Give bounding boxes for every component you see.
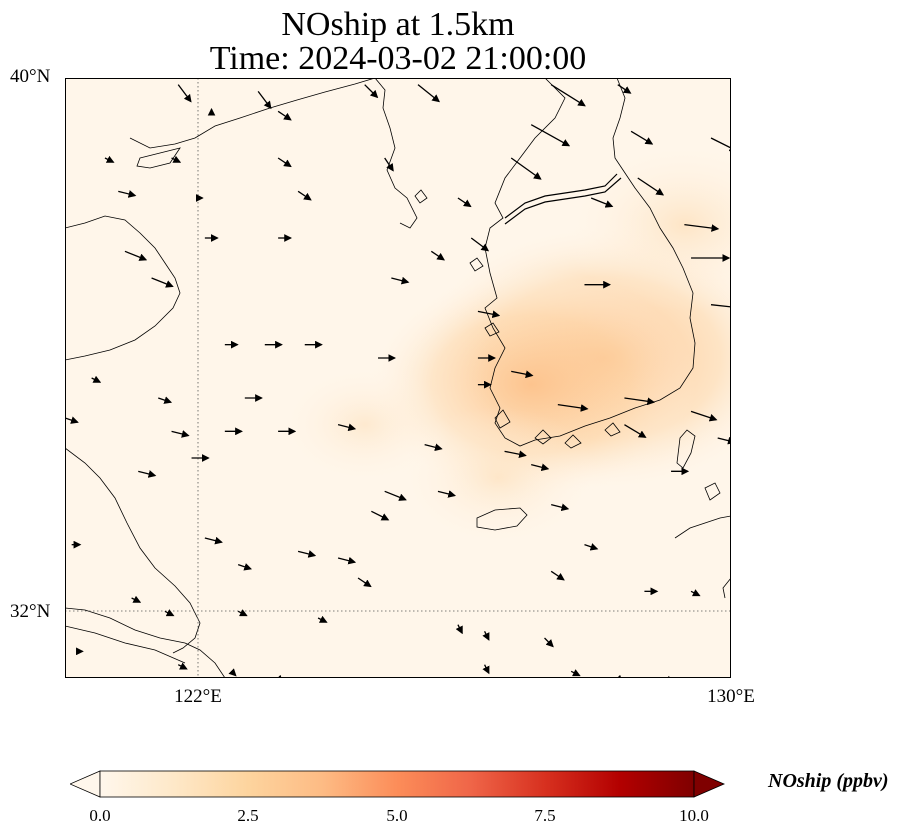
- wind-arrow: [277, 157, 292, 168]
- colorbar-label: NOship (ppbv): [768, 770, 889, 792]
- lat-label-bottom: 32°N: [10, 601, 51, 622]
- wind-arrow: [510, 157, 542, 180]
- wind-arrow: [550, 84, 586, 107]
- colorbar-tick-4: 10.0: [679, 806, 709, 825]
- colorbar-min-extend: [70, 770, 101, 798]
- colorbar-tick-0: 0.0: [89, 806, 111, 825]
- colorbar: [70, 770, 726, 798]
- wind-arrow: [550, 570, 565, 581]
- wind-arrow: [171, 155, 182, 163]
- wind-arrow: [297, 550, 317, 558]
- wind-arrow: [118, 190, 137, 198]
- wind-arrow: [455, 624, 463, 635]
- wind-arrow: [357, 577, 372, 588]
- lon-label-right: 130°E: [707, 686, 755, 707]
- wind-arrow: [151, 277, 174, 288]
- wind-arrow: [317, 615, 328, 623]
- map-title-line1: NOship at 1.5km: [281, 6, 515, 43]
- wind-arrow: [637, 177, 665, 196]
- wind-arrow: [91, 375, 102, 383]
- wind-arrow: [391, 276, 410, 285]
- concentration-hotspot: [561, 138, 731, 311]
- wind-arrow: [530, 124, 571, 147]
- gridlines: [65, 78, 731, 678]
- colorbar-tick-1: 2.5: [237, 806, 259, 825]
- wind-arrow: [158, 396, 173, 404]
- wind-arrow: [228, 668, 237, 677]
- wind-arrow: [237, 563, 252, 571]
- wind-arrow: [504, 450, 527, 459]
- wind-arrow: [124, 250, 148, 261]
- wind-arrow: [131, 595, 142, 603]
- colorbar-tick-2: 5.0: [386, 806, 408, 825]
- wind-arrow: [277, 110, 292, 121]
- wind-arrow: [104, 155, 115, 163]
- colorbar-max-extend: [693, 770, 726, 798]
- wind-arrow: [177, 662, 188, 670]
- wind-arrow: [65, 416, 79, 424]
- wind-arrow: [457, 197, 472, 208]
- concentration-field: [276, 138, 731, 550]
- wind-arrow: [482, 664, 490, 675]
- wind-arrow: [590, 197, 614, 208]
- wind-arrow: [584, 543, 599, 551]
- wind-arrow: [171, 430, 190, 438]
- wind-arrow: [544, 637, 554, 648]
- wind-arrow: [437, 490, 457, 498]
- wind-arrow: [551, 503, 570, 512]
- wind-arrow: [477, 310, 501, 319]
- wind-arrow: [384, 490, 407, 501]
- wind-arrow: [617, 84, 632, 94]
- wind-arrow: [237, 609, 248, 617]
- wind-arrow: [371, 510, 390, 521]
- lat-label-top: 40°N: [10, 66, 51, 87]
- wind-arrow: [364, 84, 379, 99]
- concentration-hotspot: [276, 363, 453, 487]
- wind-arrow: [337, 556, 357, 565]
- wind-arrow: [384, 157, 394, 172]
- wind-arrow: [690, 589, 701, 597]
- lon-label-left: 122°E: [174, 686, 222, 707]
- wind-arrow: [690, 410, 718, 422]
- wind-arrow: [624, 424, 647, 438]
- wind-arrow: [531, 463, 550, 472]
- wind-arrow: [424, 443, 443, 452]
- wind-arrow: [430, 250, 445, 261]
- wind-vectors: [65, 84, 731, 678]
- wind-arrow: [717, 436, 731, 445]
- wind-arrow: [297, 190, 312, 201]
- wind-arrow: [684, 224, 720, 232]
- wind-arrow: [557, 404, 589, 412]
- colorbar-gradient: [99, 770, 695, 798]
- wind-arrow: [511, 370, 534, 379]
- wind-arrow: [164, 609, 175, 617]
- wind-arrow: [570, 669, 581, 677]
- wind-arrow: [417, 84, 440, 103]
- wind-arrow: [204, 536, 223, 545]
- colorbar-tick-3: 7.5: [534, 806, 556, 825]
- wind-arrow: [177, 84, 192, 103]
- map-frame: [65, 78, 731, 678]
- wind-arrow: [710, 304, 731, 308]
- map-plot-area: [65, 78, 731, 678]
- wind-arrow: [710, 137, 731, 152]
- wind-arrow: [470, 237, 490, 252]
- wind-arrow: [482, 631, 490, 641]
- wind-arrow: [138, 470, 157, 478]
- wind-arrow: [630, 130, 654, 145]
- wind-arrow: [337, 423, 357, 432]
- wind-arrow: [624, 397, 656, 406]
- wind-arrow: [257, 90, 272, 110]
- map-title-line2: Time: 2024-03-02 21:00:00: [209, 40, 587, 77]
